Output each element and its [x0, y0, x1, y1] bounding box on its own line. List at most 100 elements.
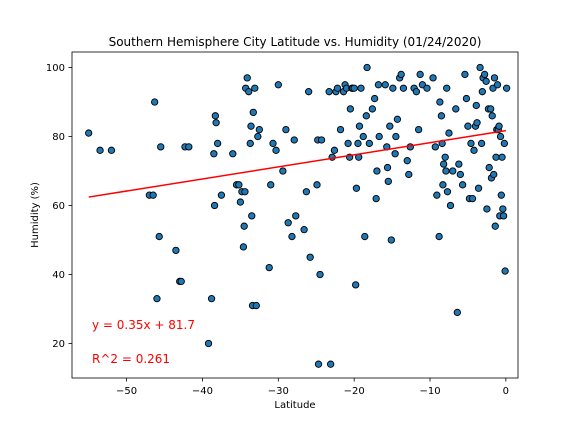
data-point	[314, 360, 323, 368]
data-point	[306, 253, 314, 261]
data-point	[493, 81, 502, 89]
data-point	[305, 88, 313, 96]
data-point	[491, 222, 499, 230]
x-tick-label: 0	[503, 386, 509, 397]
data-point	[313, 181, 321, 189]
y-tick-label: 100	[46, 63, 65, 74]
data-point	[500, 139, 508, 148]
data-point	[416, 70, 424, 79]
chart-title: Southern Hemisphere City Latitude vs. Hu…	[109, 35, 482, 49]
x-axis-label: Latitude	[274, 400, 315, 411]
data-point	[246, 139, 254, 148]
data-point	[336, 125, 345, 134]
data-point	[472, 101, 480, 110]
data-point	[344, 139, 352, 148]
data-point	[267, 181, 275, 189]
data-point	[397, 70, 405, 79]
data-point	[272, 146, 280, 154]
data-point	[495, 122, 503, 130]
data-point	[355, 122, 364, 130]
data-point	[423, 84, 431, 92]
data-point	[107, 146, 116, 154]
data-point	[245, 88, 253, 96]
data-point	[501, 267, 509, 275]
data-point	[346, 105, 355, 113]
data-point	[433, 191, 441, 199]
data-point	[483, 205, 491, 213]
data-point	[499, 205, 507, 213]
data-point	[375, 132, 383, 141]
data-point	[497, 191, 505, 199]
data-point	[468, 194, 477, 203]
data-point	[300, 226, 308, 234]
data-point	[492, 153, 500, 161]
data-point	[288, 232, 296, 241]
data-point	[282, 125, 290, 134]
data-point	[443, 84, 451, 92]
data-point	[155, 232, 163, 241]
data-point	[251, 84, 259, 92]
y-tick-label: 60	[52, 201, 65, 212]
data-point	[361, 232, 369, 241]
y-axis-ticks: 20 40 60 80 100	[46, 63, 72, 350]
data-point	[185, 143, 193, 151]
data-point	[442, 167, 450, 175]
data-point	[474, 184, 483, 192]
data-point	[381, 81, 389, 89]
data-point	[207, 295, 216, 303]
data-point	[212, 119, 220, 127]
x-tick-label: −50	[116, 386, 137, 397]
data-point	[462, 94, 471, 103]
data-point	[439, 181, 447, 189]
y-tick-label: 40	[52, 270, 65, 281]
data-point	[149, 191, 157, 199]
y-axis-label: Humidity (%)	[30, 182, 41, 248]
data-point	[363, 63, 371, 72]
data-point	[96, 146, 104, 154]
y-tick-label: 80	[52, 132, 65, 143]
data-point	[490, 170, 498, 179]
data-point	[269, 139, 277, 148]
data-point	[354, 139, 362, 148]
data-point	[204, 339, 213, 348]
data-point	[399, 84, 408, 92]
data-point	[391, 150, 399, 158]
data-point	[443, 188, 452, 196]
data-point	[490, 74, 499, 82]
data-point	[499, 212, 508, 220]
data-point	[431, 143, 439, 151]
data-point	[488, 112, 496, 120]
data-point	[476, 63, 484, 72]
data-point	[252, 301, 260, 310]
data-point	[247, 122, 255, 130]
data-point	[326, 360, 335, 368]
data-point	[292, 212, 300, 220]
data-point	[210, 150, 218, 158]
x-tick-label: −40	[192, 386, 213, 397]
data-point	[243, 74, 251, 82]
data-point	[249, 108, 257, 117]
data-point	[302, 188, 311, 196]
data-point	[412, 88, 421, 96]
data-point	[352, 281, 360, 289]
data-point	[368, 105, 377, 113]
data-point	[389, 84, 397, 92]
data-point	[453, 308, 461, 317]
data-point	[403, 157, 411, 165]
data-point	[445, 129, 453, 137]
data-point	[496, 132, 505, 141]
x-tick-label: −30	[268, 386, 289, 397]
data-point	[480, 70, 489, 79]
data-point	[248, 212, 256, 220]
data-point	[437, 112, 446, 120]
data-point	[374, 81, 383, 89]
data-point	[386, 122, 394, 130]
data-point	[350, 84, 358, 92]
data-point	[393, 115, 402, 123]
data-point	[284, 219, 292, 227]
points-layer	[85, 63, 511, 368]
data-point	[387, 236, 395, 244]
regression-equation: y = 0.35x + 81.7	[92, 318, 195, 332]
r-squared-text: R^2 = 0.261	[92, 352, 170, 366]
